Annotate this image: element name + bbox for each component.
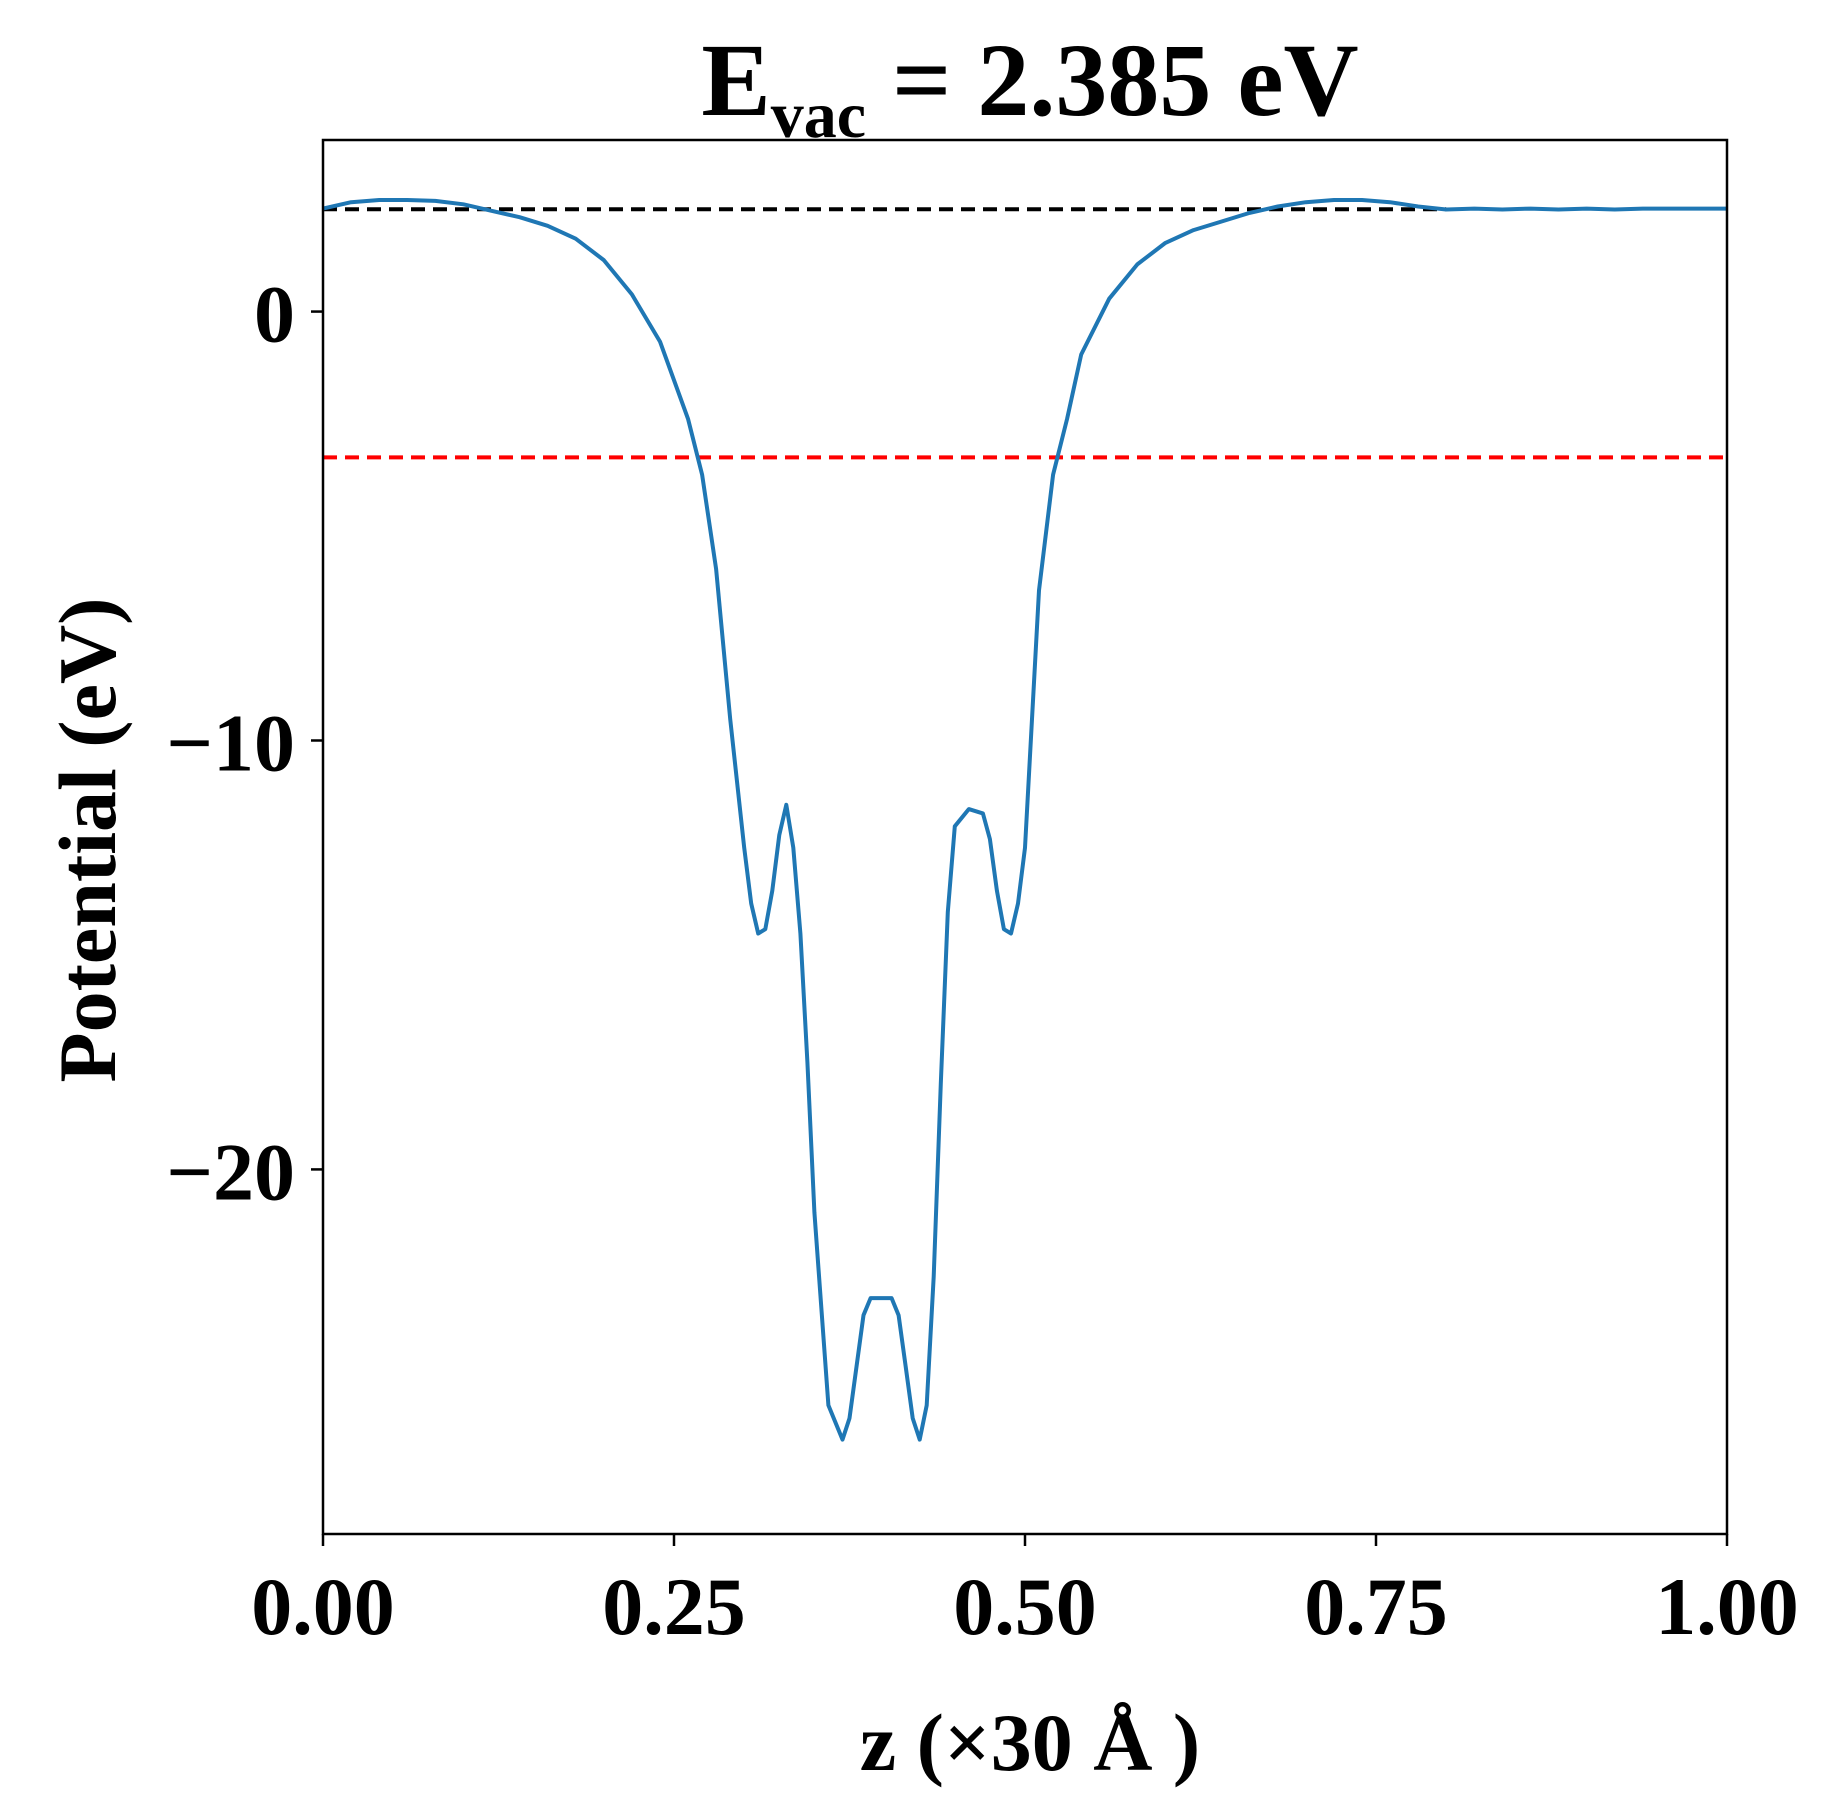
chart-title-main: E [701, 23, 770, 138]
chart-title: Evac = 2.385 eV [701, 23, 1358, 152]
y-tick-label-1: −10 [166, 697, 295, 788]
x-tick-label-3: 0.75 [1304, 1561, 1448, 1652]
x-tick-label-2: 0.50 [953, 1561, 1097, 1652]
plot-area [322, 198, 1727, 1442]
y-tick-label-0: 0 [254, 269, 295, 360]
series-line-1 [322, 198, 1727, 1442]
y-axis-label: Potential (eV) [42, 598, 133, 1083]
y-axis: 0 −10 −20 [166, 269, 323, 1217]
chart-title-rest: = 2.385 eV [866, 23, 1359, 138]
x-tick-label-1: 0.25 [602, 1561, 746, 1652]
x-tick-label-4: 1.00 [1655, 1561, 1799, 1652]
x-tick-label-0: 0.00 [251, 1561, 395, 1652]
y-tick-label-2: −20 [166, 1126, 295, 1217]
x-axis: 0.00 0.25 0.50 0.75 1.00 [251, 1534, 1799, 1652]
x-axis-label: z (×30 Å ) [860, 1697, 1200, 1788]
